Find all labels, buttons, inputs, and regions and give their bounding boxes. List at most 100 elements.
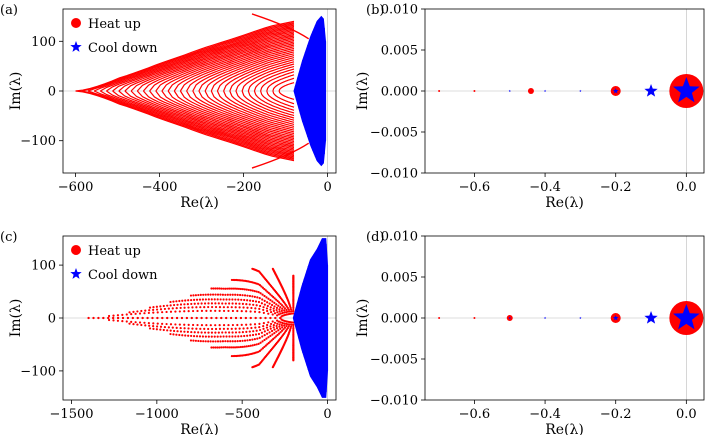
heat-up-point [254,307,257,310]
heat-up-point [266,343,269,346]
heat-up-point [140,323,143,327]
heat-up-point [275,327,279,330]
heat-up-point [163,307,167,311]
heat-up-branch [173,90,295,140]
heat-up-point [134,321,137,324]
heat-up-point [203,306,206,309]
heat-up-point [226,287,229,290]
heat-up-branch [251,142,310,169]
heat-up-point [218,305,222,309]
heat-up-point [280,304,284,307]
panel-label: (d) [366,230,384,245]
heat-up-branch [136,33,295,92]
heat-up-point [265,326,269,329]
heat-up-point [262,308,265,312]
cool-down-point [543,89,547,92]
heat-up-point [107,316,110,320]
heat-up-point [214,346,217,349]
heat-up-point [270,339,273,342]
heat-up-point [473,317,476,319]
heat-up-point [249,334,252,337]
heat-up-point [263,299,266,302]
heat-up-point [216,335,219,338]
heat-up-point [252,303,255,306]
cool-down-point [508,316,511,319]
heat-up-point [152,322,155,325]
x-tick-label: −500 [224,407,260,422]
heat-up-point [224,331,227,334]
heat-up-point [172,333,175,336]
heat-up-point [255,329,258,332]
heat-up-point [263,287,266,291]
heat-up-point [289,308,293,311]
heat-up-point [210,327,214,331]
heat-up-point [222,346,225,349]
heat-up-point [229,340,232,343]
heat-up-point [144,324,147,327]
heat-up-branch [87,90,295,159]
heat-up-point [179,326,182,330]
heat-up-point [187,306,190,309]
heat-up-point [159,305,162,308]
heat-up-point [231,293,234,296]
heat-up-point [249,310,252,313]
legend: Heat up Cool down [70,244,158,283]
heat-up-point [231,298,234,301]
heat-up-branch [81,22,295,92]
heat-up-point [126,316,130,320]
heat-up-point [229,346,233,349]
heat-up-point [269,316,272,320]
heat-up-point [191,306,194,309]
heat-up-point [438,317,441,319]
heat-up-branch [142,35,295,92]
heat-up-point [277,313,281,316]
heat-up-point [200,331,203,334]
heat-up-point [213,335,216,338]
heat-up-branch [149,90,295,146]
heat-up-point [191,327,194,330]
heat-up-point [275,306,279,309]
heat-up-point [275,308,278,312]
heat-up-point [205,309,208,312]
heat-up-point [243,288,246,291]
heat-up-point [240,323,243,326]
heat-up-point [216,293,220,296]
heat-up-point [281,326,284,329]
heat-up-point [219,340,222,343]
heat-up-point [143,312,146,315]
heat-up-point [181,299,184,302]
heat-up-point [286,306,289,310]
heat-up-point [200,309,204,312]
heat-up-point [175,326,178,329]
heat-up-point [230,354,234,358]
heat-up-point [167,326,170,329]
plot-area [438,301,704,335]
heat-up-point [271,333,274,336]
heat-up-point [263,294,266,298]
heat-up-point [250,326,253,330]
heat-up-point [258,326,261,329]
heat-up-point [249,344,252,347]
heat-up-point [169,304,172,307]
heat-up-point [261,293,264,296]
heat-up-point [275,324,278,328]
heat-up-point [138,321,142,324]
heat-up-point [221,293,225,296]
x-tick-label: 0.0 [676,180,697,195]
heat-up-point [269,310,273,314]
heat-up-point [267,297,270,300]
heat-up-point [278,308,281,311]
heat-up-branch [112,28,295,92]
heat-up-point [193,331,196,334]
heat-up-point [163,325,167,329]
heat-up-branch [204,90,295,131]
heat-up-point [247,344,250,348]
y-axis-label: Im(λ) [355,299,371,338]
heat-up-point [207,331,210,334]
heat-up-point [272,326,275,329]
x-tick-label: −0.4 [529,407,561,422]
heat-up-point [197,331,200,334]
heat-up-point [201,335,205,338]
heat-up-point [263,345,266,349]
heat-up-point [224,340,227,343]
